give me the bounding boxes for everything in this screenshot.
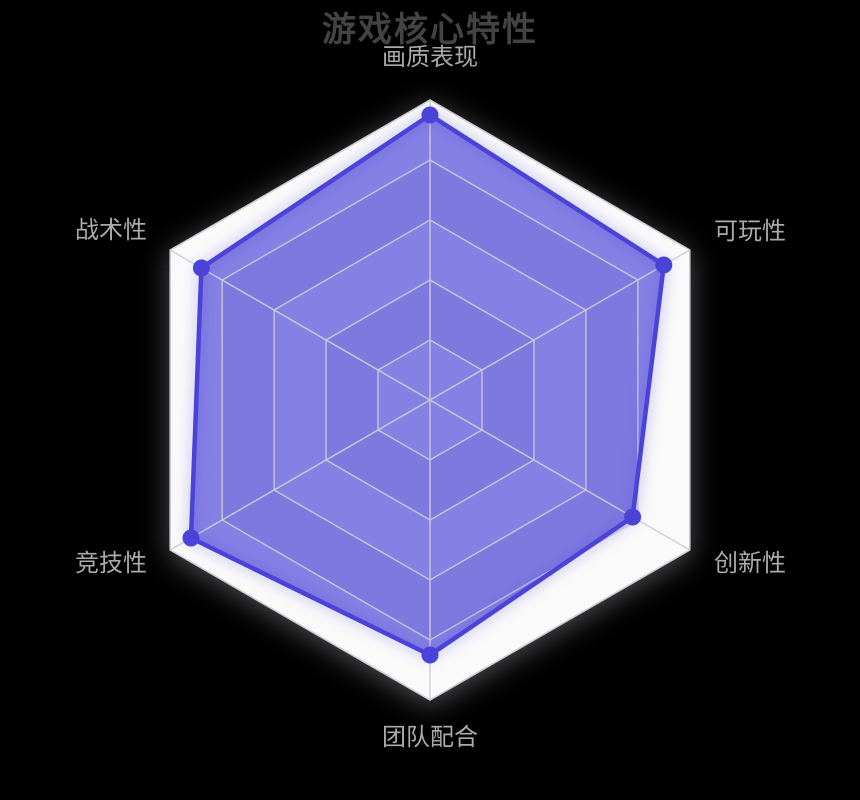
- axis-label-innovation: 创新性: [714, 549, 786, 577]
- axis-label-graphics-quality: 画质表现: [382, 43, 478, 71]
- axis-label-teamwork: 团队配合: [382, 723, 478, 751]
- radar-data-point: [421, 106, 439, 124]
- axis-label-playability: 可玩性: [714, 217, 786, 245]
- radar-axis-line: [429, 399, 691, 551]
- radar-data-point: [624, 508, 642, 526]
- radar-data-fill: [191, 115, 664, 655]
- radar-data-point: [421, 646, 439, 664]
- radar-axis-line: [429, 249, 691, 401]
- radar-axis-line: [169, 249, 431, 401]
- axis-label-tactics: 战术性: [75, 216, 147, 244]
- radar-data-point: [182, 529, 200, 547]
- chart-title: 游戏核心特性: [322, 10, 538, 50]
- radar-data-point: [655, 256, 673, 274]
- radar-data-point: [192, 259, 210, 277]
- radar-axis-line: [169, 399, 431, 551]
- axis-label-competitiveness: 竞技性: [75, 549, 147, 577]
